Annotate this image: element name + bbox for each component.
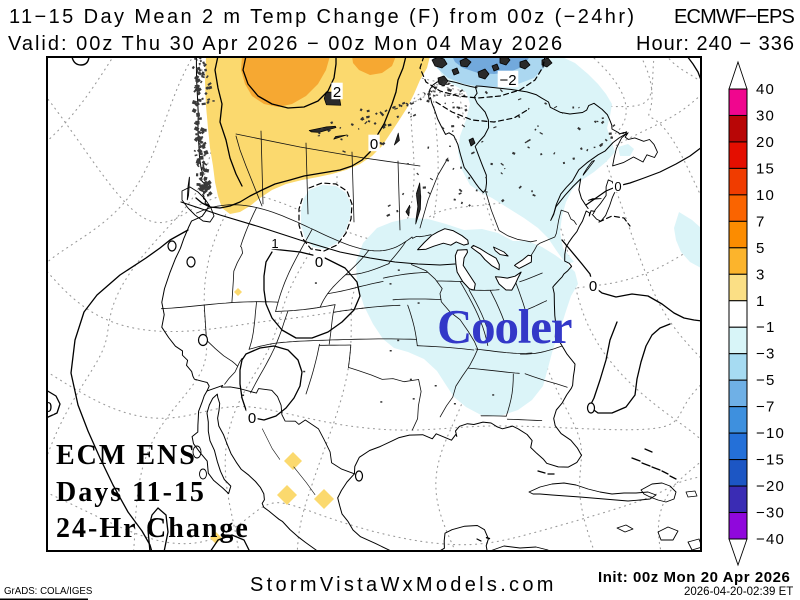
svg-text:40: 40 <box>756 81 775 98</box>
svg-text:2: 2 <box>333 84 341 101</box>
svg-text:−1: −1 <box>756 319 776 336</box>
svg-text:20: 20 <box>756 134 775 151</box>
svg-text:−15: −15 <box>756 452 785 469</box>
svg-text:5: 5 <box>756 240 766 257</box>
svg-text:−20: −20 <box>756 478 785 495</box>
svg-text:15: 15 <box>756 160 775 177</box>
svg-text:−3: −3 <box>756 346 776 363</box>
svg-text:−7: −7 <box>756 399 776 416</box>
svg-text:0: 0 <box>370 136 378 153</box>
svg-text:1: 1 <box>271 236 278 251</box>
svg-text:−5: −5 <box>756 372 776 389</box>
svg-text:30: 30 <box>756 108 775 125</box>
svg-text:0: 0 <box>44 399 52 416</box>
svg-text:−40: −40 <box>756 531 785 548</box>
svg-text:1: 1 <box>756 293 766 310</box>
svg-text:0: 0 <box>315 254 323 271</box>
svg-text:−10: −10 <box>756 425 785 442</box>
svg-text:0: 0 <box>614 179 621 194</box>
svg-text:10: 10 <box>756 187 775 204</box>
svg-text:0: 0 <box>248 410 256 427</box>
svg-text:0: 0 <box>589 278 597 295</box>
svg-text:7: 7 <box>756 213 766 230</box>
svg-text:3: 3 <box>756 266 766 283</box>
svg-text:−2: −2 <box>499 72 516 89</box>
svg-text:−30: −30 <box>756 505 785 522</box>
